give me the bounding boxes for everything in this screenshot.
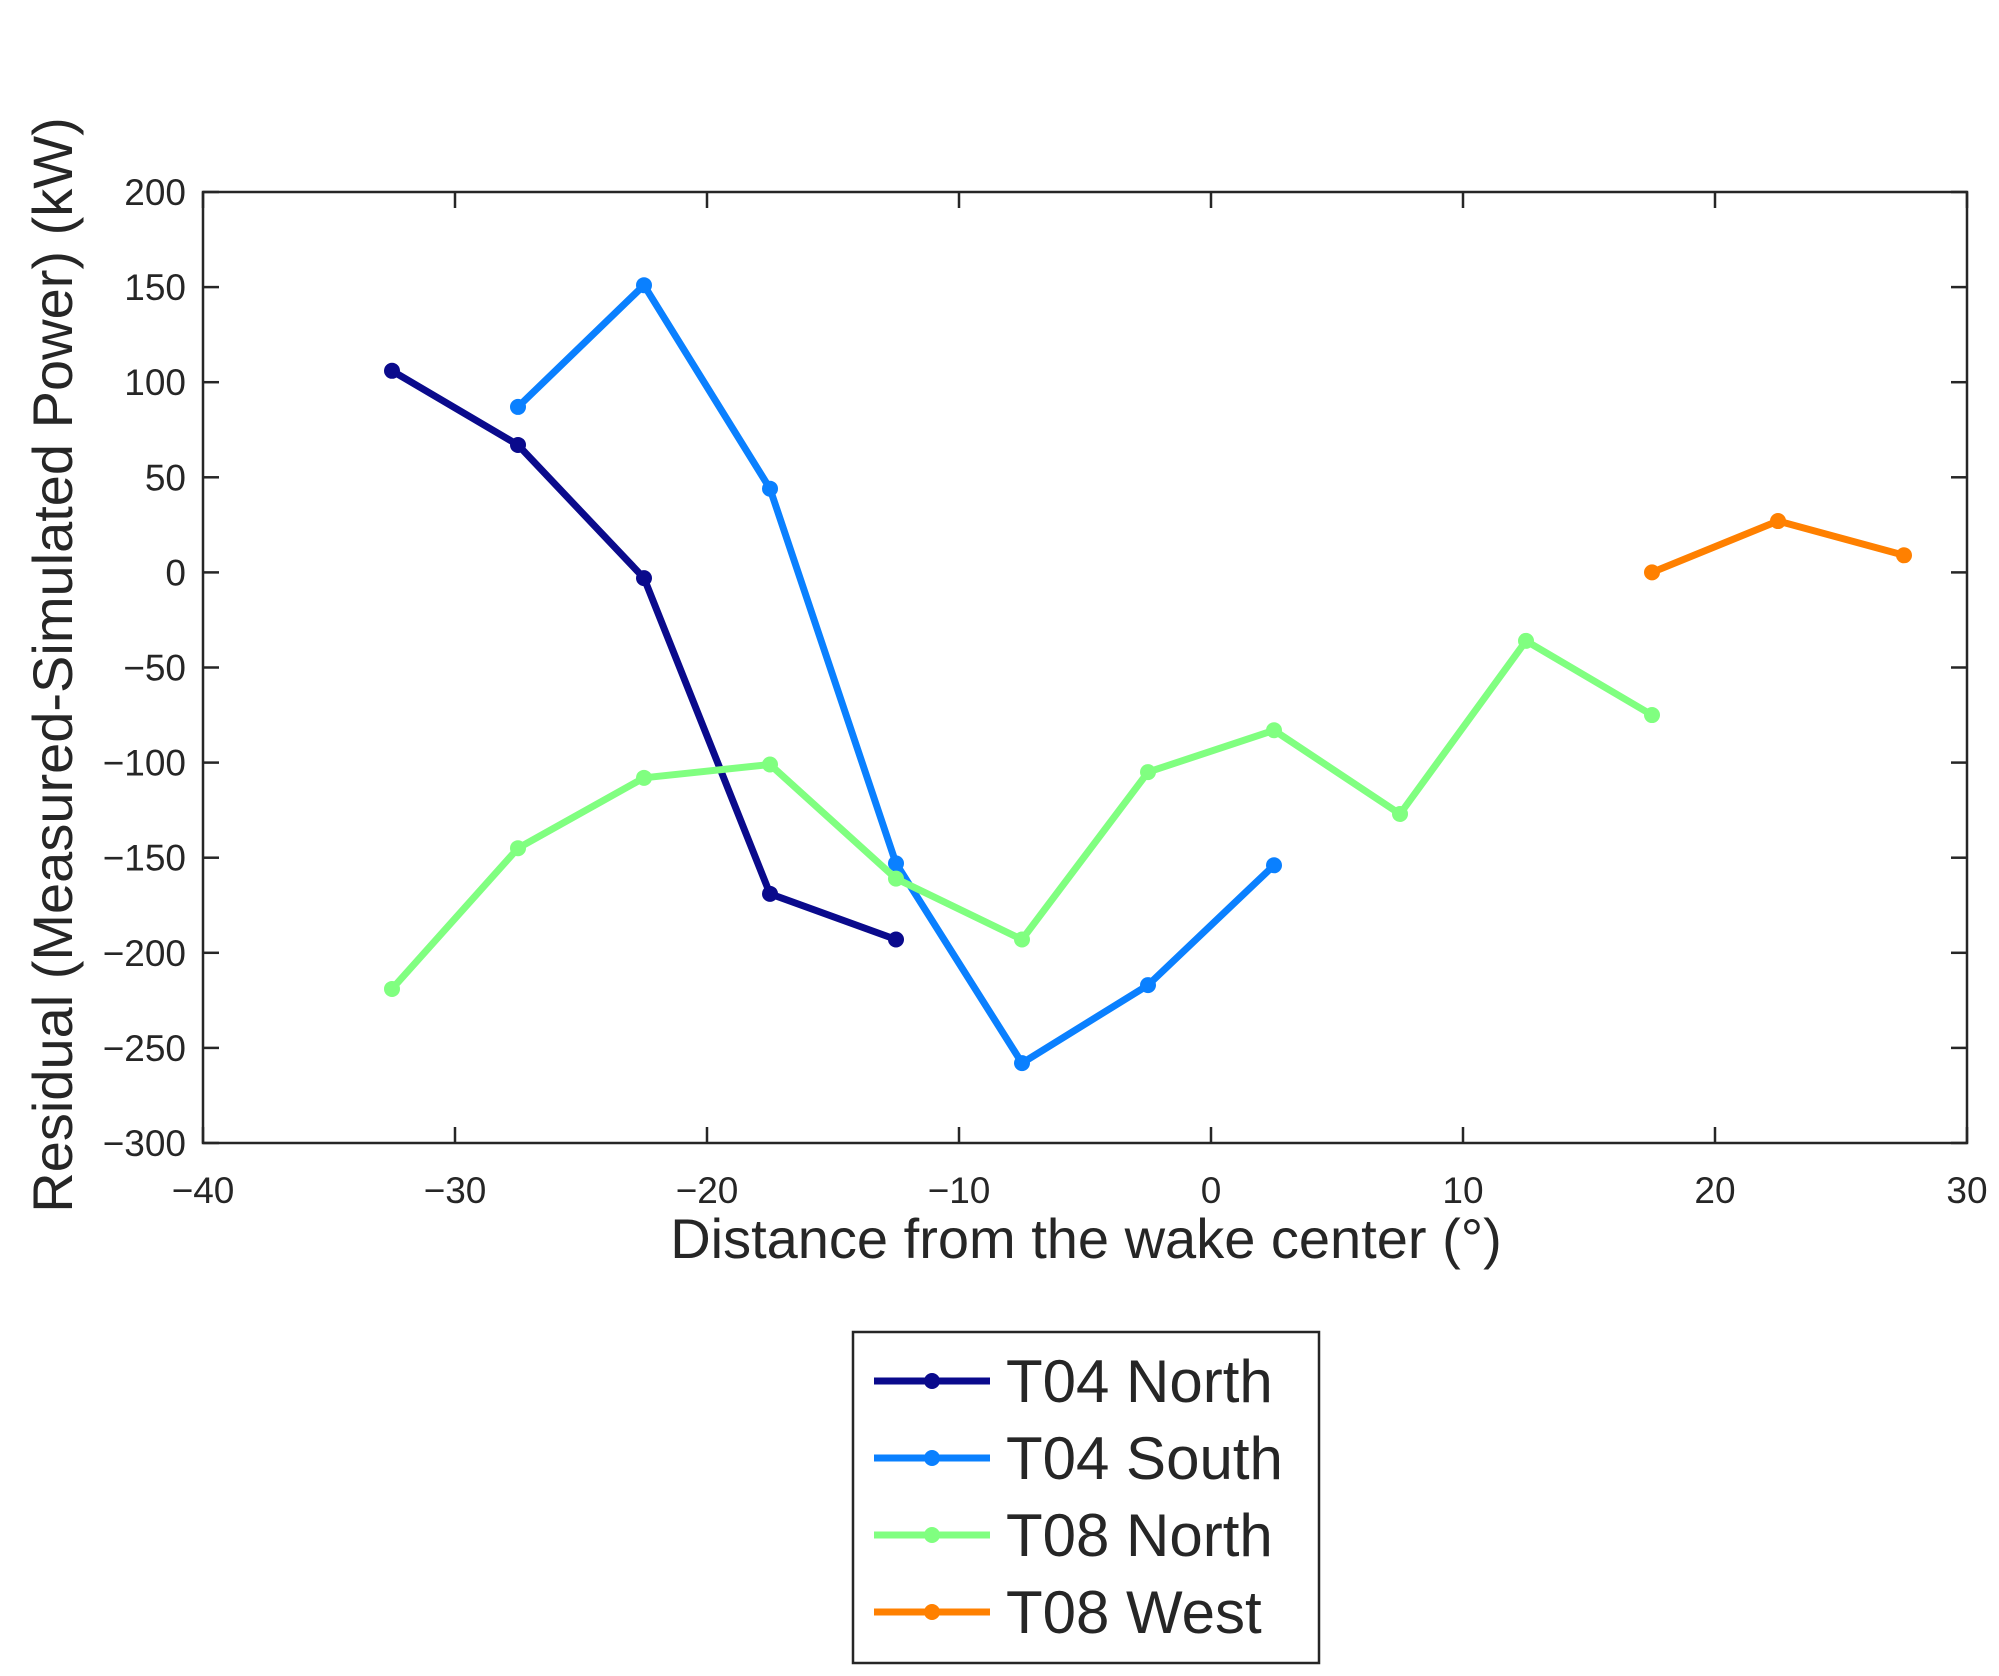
data-point — [888, 931, 904, 948]
data-point — [384, 980, 400, 997]
data-point — [510, 840, 526, 857]
y-tick-label: −50 — [123, 648, 186, 689]
legend-label: T04 South — [1006, 1425, 1283, 1492]
plot-background — [203, 192, 1967, 1143]
data-point — [384, 362, 400, 379]
legend-label: T04 North — [1006, 1348, 1273, 1415]
x-tick-label: 30 — [1946, 1170, 1987, 1211]
data-point — [1014, 931, 1030, 948]
y-tick-label: 150 — [124, 267, 186, 308]
y-axis-label: Residual (Measured-Simulated Power) (kW) — [21, 117, 84, 1212]
x-tick-label: 20 — [1694, 1170, 1735, 1211]
data-point — [762, 885, 778, 902]
x-tick-label: −20 — [676, 1170, 739, 1211]
data-point — [1140, 764, 1156, 781]
y-tick-label: 200 — [124, 172, 186, 213]
data-point — [1392, 805, 1408, 822]
data-point — [510, 398, 526, 415]
data-point — [1266, 722, 1282, 739]
legend-swatch-marker — [924, 1527, 940, 1543]
legend: T04 North T04 South T08 North T08 West — [851, 1330, 1321, 1665]
data-point — [1014, 1055, 1030, 1072]
data-point — [1644, 707, 1660, 724]
x-tick-label: −30 — [424, 1170, 487, 1211]
data-point — [636, 277, 652, 294]
x-tick-label: −40 — [172, 1170, 235, 1211]
x-tick-label: −10 — [928, 1170, 991, 1211]
series-layer — [384, 277, 1912, 1072]
data-point — [1896, 547, 1912, 564]
plot-area — [203, 192, 1967, 1143]
data-point — [636, 769, 652, 786]
data-point — [1770, 513, 1786, 530]
data-point — [1644, 564, 1660, 581]
legend-label: T08 North — [1006, 1502, 1273, 1569]
y-tick-label: −200 — [103, 933, 186, 974]
y-tick-label: 100 — [124, 362, 186, 403]
data-point — [1140, 977, 1156, 994]
y-tick-label: −150 — [103, 838, 186, 879]
x-tick-label: 0 — [1201, 1170, 1222, 1211]
y-tick-label: −300 — [103, 1123, 186, 1164]
y-tick-label: −100 — [103, 743, 186, 784]
data-point — [762, 756, 778, 773]
legend-swatch-marker — [924, 1604, 940, 1620]
data-point — [1518, 632, 1534, 649]
data-point — [762, 480, 778, 497]
y-tick-label: 0 — [165, 552, 186, 593]
y-tick-label: −250 — [103, 1028, 186, 1069]
data-point — [888, 870, 904, 887]
legend-label: T08 West — [1006, 1579, 1262, 1646]
x-axis-label: Distance from the wake center (°) — [670, 1207, 1502, 1270]
data-point — [888, 855, 904, 872]
y-tick-label: 50 — [145, 457, 186, 498]
ticks: −40 −30 −20 −10 0 10 20 30200150100500−50−100−1… — [103, 172, 1988, 1211]
legend-swatch-marker — [924, 1450, 940, 1466]
data-point — [636, 570, 652, 587]
data-point — [510, 436, 526, 453]
x-tick-label: 10 — [1442, 1170, 1483, 1211]
data-point — [1266, 857, 1282, 874]
legend-swatch-marker — [924, 1373, 940, 1389]
